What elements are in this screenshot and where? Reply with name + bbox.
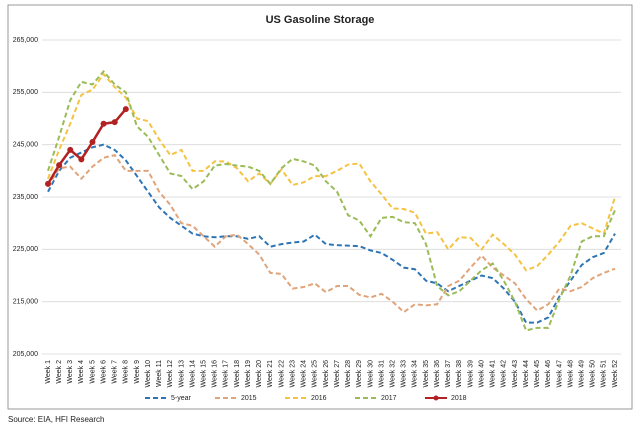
point [56,162,63,169]
x-tick-label: Week 40 [478,360,485,388]
x-tick-label: Week 26 [323,360,330,388]
point [111,119,118,126]
series-line [47,72,616,272]
legend-label: 2017 [381,395,397,402]
x-tick-label: Week 12 [167,360,174,388]
y-tick-label: 255,000 [13,89,38,96]
legend-label: 2016 [311,395,327,402]
x-tick-label: Week 33 [401,360,408,388]
x-tick-label: Week 4 [78,360,85,384]
series-line [47,143,616,324]
x-tick-label: Week 45 [534,360,541,388]
x-tick-label: Week 10 [145,360,152,388]
x-tick-label: Week 39 [467,360,474,388]
x-tick-label: Week 41 [490,360,497,388]
x-tick-label: Week 21 [267,360,274,388]
x-tick-label: Week 25 [312,360,319,388]
point [100,120,107,127]
point [78,156,85,163]
x-tick-label: Week 32 [389,360,396,388]
x-tick-label: Week 37 [445,360,452,388]
x-tick-label: Week 34 [412,360,419,388]
chart-title: US Gasoline Storage [266,14,375,26]
x-tick-label: Week 43 [512,360,519,388]
x-tick-label: Week 52 [612,360,619,388]
legend-label: 2018 [451,395,467,402]
legend-label: 5-year [171,395,192,402]
x-tick-label: Week 6 [100,360,107,384]
x-tick-label: Week 29 [356,360,363,388]
x-tick-label: Week 49 [578,360,585,388]
x-tick-label: Week 30 [367,360,374,388]
x-tick-label: Week 13 [178,360,185,388]
y-tick-label: 245,000 [13,142,38,149]
x-tick-label: Week 19 [245,360,252,388]
x-tick-label: Week 15 [200,360,207,388]
x-tick-label: Week 1 [45,360,52,384]
series-line [47,69,616,332]
x-tick-label: Week 7 [112,360,119,384]
y-tick-label: 215,000 [13,299,38,306]
x-tick-label: Week 38 [456,360,463,388]
source-note: Source: EIA, HFI Research [8,415,104,424]
x-tick-label: Week 44 [523,360,530,388]
x-tick-label: Week 31 [378,360,385,388]
chart-border [7,4,633,410]
x-tick-label: Week 22 [278,360,285,388]
x-tick-label: Week 5 [89,360,96,384]
x-tick-label: Week 3 [67,360,74,384]
x-tick-label: Week 16 [212,360,219,388]
x-tick-label: Week 35 [423,360,430,388]
x-tick-label: Week 9 [134,360,141,384]
x-tick-label: Week 27 [334,360,341,388]
y-tick-label: 235,000 [13,194,38,201]
y-tick-label: 225,000 [13,246,38,253]
x-tick-label: Week 20 [256,360,263,388]
x-tick-label: Week 46 [545,360,552,388]
point [45,180,51,187]
point [89,139,96,146]
x-tick-label: Week 2 [56,360,63,384]
x-tick-label: Week 48 [567,360,574,388]
x-tick-label: Week 42 [501,360,508,388]
x-tick-label: Week 11 [156,360,163,387]
x-tick-label: Week 50 [590,360,597,388]
x-tick-label: Week 14 [189,360,196,388]
x-tick-label: Week 18 [234,360,241,388]
legend-marker [433,395,439,401]
x-tick-label: Week 24 [301,360,308,388]
x-tick-label: Week 23 [289,360,296,388]
x-tick-label: Week 28 [345,360,352,388]
y-tick-label: 205,000 [13,351,38,358]
point [122,106,129,113]
x-tick-label: Week 51 [601,360,608,388]
point [67,146,74,153]
series-line [47,154,616,314]
x-tick-label: Week 47 [556,360,563,388]
x-tick-label: Week 17 [223,360,230,388]
legend-label: 2015 [241,395,257,402]
y-tick-label: 265,000 [13,37,38,44]
x-tick-label: Week 36 [434,360,441,388]
x-tick-label: Week 8 [123,360,130,384]
